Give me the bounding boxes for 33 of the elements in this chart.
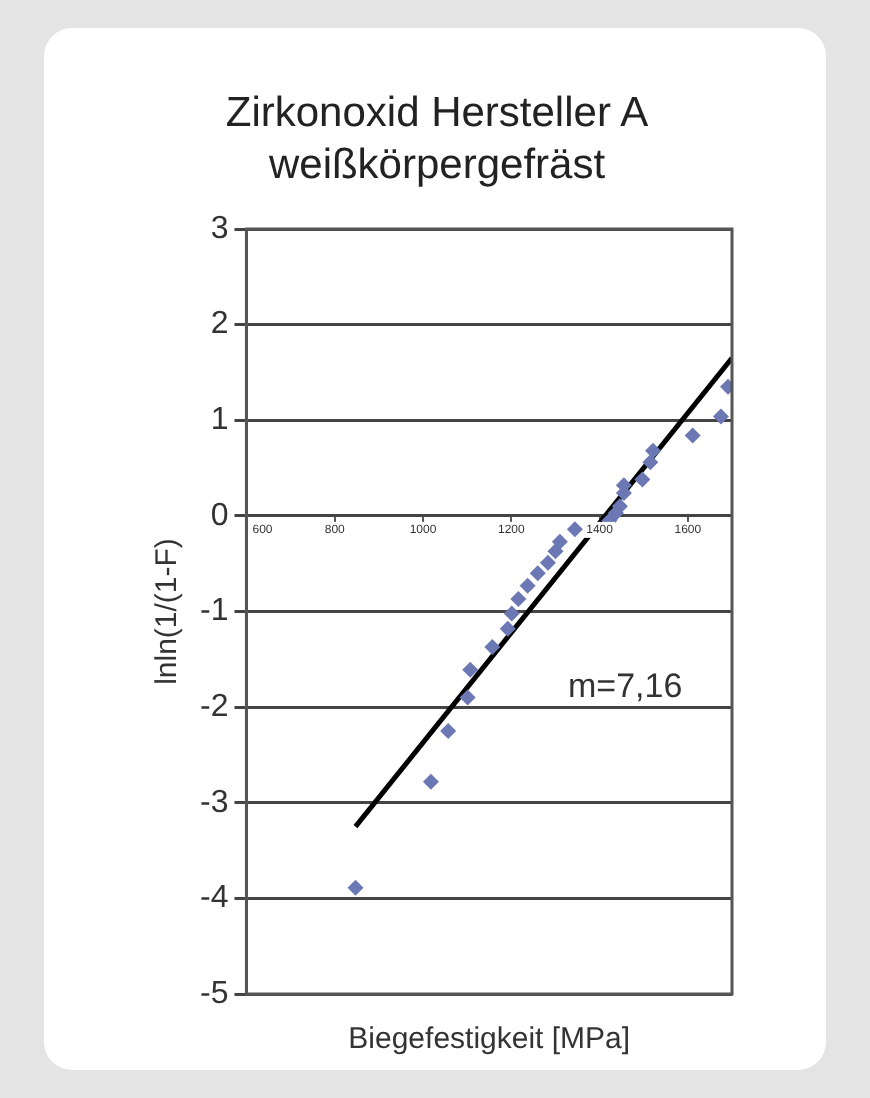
point [551,533,568,550]
y-tick-label: 2 [210,307,229,342]
point [459,689,476,706]
point [634,471,651,488]
point [499,620,516,637]
point [566,521,583,538]
point [503,605,520,622]
y-axis-title: lnln(1/(1-F) [150,538,185,685]
y-tick-label: 3 [210,211,229,246]
point [539,554,556,571]
y-tick-label: -1 [199,594,229,629]
y-tick-label: 1 [210,403,229,438]
point [510,591,527,608]
y-tick-label: -2 [199,689,229,724]
point [684,427,701,444]
point [440,723,457,740]
point [519,577,536,594]
point [642,454,659,471]
point [712,408,729,425]
point [422,773,439,790]
y-tick-label: -4 [199,881,229,916]
y-tick-label: -5 [199,976,229,1011]
x-axis-title: Biegefestigkeit [MPa] [348,1022,631,1056]
point [347,879,364,896]
point [462,661,479,678]
point [529,565,546,582]
point [547,543,564,560]
y-tick-label: -3 [199,785,229,820]
y-tick-label: 0 [210,498,229,533]
chart-title: Zirkonoxid Hersteller A weißkörpergefräst [225,89,649,189]
point [644,442,661,459]
point [484,638,501,655]
annotation: m=7,16 [567,667,683,706]
